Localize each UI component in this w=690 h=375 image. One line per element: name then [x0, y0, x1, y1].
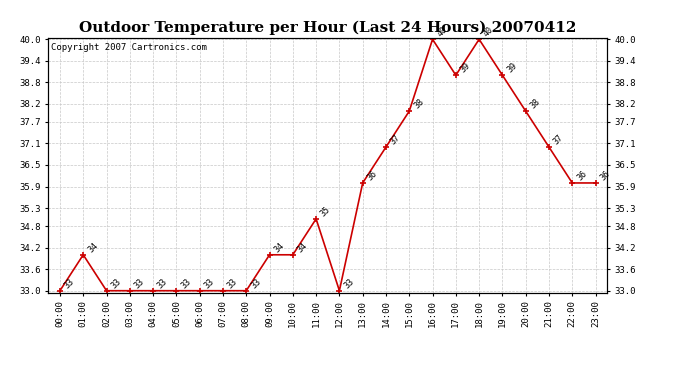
Text: 34: 34	[86, 241, 99, 254]
Text: 37: 37	[388, 133, 402, 146]
Text: 38: 38	[529, 97, 542, 110]
Text: 33: 33	[132, 276, 146, 290]
Text: 40: 40	[482, 25, 495, 39]
Text: 38: 38	[412, 97, 426, 110]
Text: 33: 33	[342, 276, 355, 290]
Text: 39: 39	[459, 61, 472, 74]
Text: 40: 40	[435, 25, 448, 39]
Text: 33: 33	[63, 276, 76, 290]
Text: 33: 33	[156, 276, 169, 290]
Title: Outdoor Temperature per Hour (Last 24 Hours) 20070412: Outdoor Temperature per Hour (Last 24 Ho…	[79, 21, 576, 35]
Text: 39: 39	[505, 61, 519, 74]
Text: 33: 33	[179, 276, 193, 290]
Text: Copyright 2007 Cartronics.com: Copyright 2007 Cartronics.com	[51, 43, 207, 52]
Text: 33: 33	[109, 276, 123, 290]
Text: 35: 35	[319, 205, 333, 218]
Text: 33: 33	[226, 276, 239, 290]
Text: 36: 36	[598, 169, 612, 182]
Text: 34: 34	[273, 241, 286, 254]
Text: 36: 36	[575, 169, 589, 182]
Text: 33: 33	[249, 276, 262, 290]
Text: 34: 34	[295, 241, 309, 254]
Text: 36: 36	[366, 169, 379, 182]
Text: 33: 33	[202, 276, 216, 290]
Text: 37: 37	[552, 133, 565, 146]
